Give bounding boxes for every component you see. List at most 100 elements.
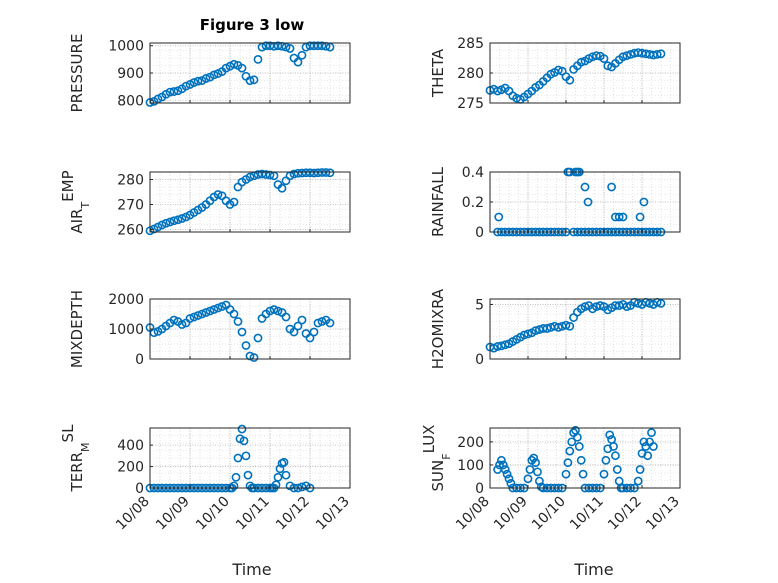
data-point <box>635 465 645 474</box>
data-point <box>193 311 203 320</box>
data-point <box>313 318 323 328</box>
data-point <box>257 169 267 179</box>
data-point <box>173 215 183 225</box>
y-axis-label: AIRTEMP <box>59 170 92 233</box>
data-point <box>595 301 605 310</box>
data-point <box>193 76 203 86</box>
data-point <box>506 478 516 488</box>
y-tick-label: 0 <box>475 225 484 241</box>
data-point <box>567 437 577 447</box>
data-point <box>325 318 335 328</box>
data-point <box>580 182 590 192</box>
data-point <box>525 465 535 474</box>
data-point <box>656 298 666 308</box>
data-point <box>531 458 540 468</box>
figure-title: Figure 3 low <box>200 16 305 34</box>
data-point <box>493 86 502 96</box>
x-tick-label: 10/12 <box>605 494 645 534</box>
data-point <box>563 458 573 468</box>
data-point <box>249 353 259 362</box>
data-point <box>297 482 307 492</box>
axes-box <box>489 427 681 489</box>
y-tick-label: 1000 <box>108 39 144 55</box>
data-point <box>229 309 239 319</box>
y-tick-label: 260 <box>117 223 144 239</box>
data-point <box>317 317 327 326</box>
y-axis-label-rest: SL <box>59 424 77 443</box>
data-point <box>177 320 187 329</box>
y-tick-label: 270 <box>117 198 144 214</box>
subplot-sun-flux: 0100200SUNFLUX10/0810/0910/1010/1110/121… <box>420 425 683 534</box>
data-point <box>531 326 540 336</box>
data-point <box>533 467 542 477</box>
data-point <box>313 41 323 51</box>
data-point <box>607 182 616 192</box>
data-point <box>281 470 291 480</box>
subplot-h2omixra: 0 5 H2OMIXRA <box>429 288 681 369</box>
data-point <box>554 322 563 332</box>
y-tick-label: 5 <box>475 297 484 313</box>
data-point <box>233 453 243 463</box>
data-point <box>285 44 295 53</box>
data-point <box>622 51 632 60</box>
data-point <box>273 306 283 316</box>
data-point <box>237 63 247 73</box>
data-point <box>576 57 586 67</box>
data-point <box>237 424 247 434</box>
data-point <box>229 197 239 207</box>
data-point <box>213 303 223 313</box>
data-point <box>241 341 251 350</box>
x-tick-label: 10/08 <box>113 494 153 534</box>
x-tick-label: 10/09 <box>491 494 531 534</box>
data-point <box>209 305 219 314</box>
data-point <box>576 455 586 465</box>
axes-box <box>489 298 681 360</box>
data-point <box>217 302 227 311</box>
data-point <box>273 472 283 482</box>
data-point <box>313 168 323 178</box>
data-point <box>523 329 533 339</box>
data-point <box>289 327 299 337</box>
y-axis-label-main: PRESSURE <box>68 34 86 113</box>
y-axis-label: TERRMSL <box>59 424 92 493</box>
y-axis-label-main: RAINFALL <box>429 166 447 237</box>
y-tick-label: 0.2 <box>462 195 484 211</box>
data-point <box>165 217 175 227</box>
y-tick-label: 0 <box>475 352 484 368</box>
y-tick-label: 0 <box>135 481 144 497</box>
y-axis-label-rest: LUX <box>420 425 438 454</box>
data-point <box>565 75 575 85</box>
y-axis-label-main: SUN <box>429 460 447 492</box>
data-point <box>181 81 191 91</box>
data-point <box>599 469 609 479</box>
data-point <box>169 216 179 226</box>
data-point <box>500 340 510 350</box>
data-point <box>529 453 539 463</box>
y-tick-label: 800 <box>117 93 144 109</box>
subplot-terr-msl: 0 200 400 TERRMSL 10/08 10/09 10/10 10/11 10/12 1… <box>59 424 353 533</box>
data-point <box>161 218 171 228</box>
y-tick-label: 200 <box>457 435 484 451</box>
x-tick-label: 10/12 <box>273 494 313 534</box>
data-point <box>249 75 259 85</box>
data-point <box>279 457 289 467</box>
data-point <box>157 220 167 230</box>
data-point <box>542 324 552 333</box>
data-point <box>611 451 620 461</box>
y-tick-label: 275 <box>457 96 484 112</box>
data-point <box>495 460 504 470</box>
data-point <box>265 170 275 180</box>
data-point <box>165 87 175 97</box>
y-tick-label: 400 <box>117 438 144 454</box>
data-point <box>578 469 588 479</box>
x-tick-label: 10/11 <box>567 494 607 534</box>
data-point <box>213 190 223 199</box>
data-point <box>233 317 243 326</box>
data-point <box>305 333 315 343</box>
y-axis-label: SUNFLUX <box>420 425 453 492</box>
y-tick-label: 280 <box>117 173 144 189</box>
y-axis-label-subscript: M <box>79 442 92 452</box>
x-tick-label: 10/10 <box>529 494 569 534</box>
data-point <box>496 455 506 465</box>
